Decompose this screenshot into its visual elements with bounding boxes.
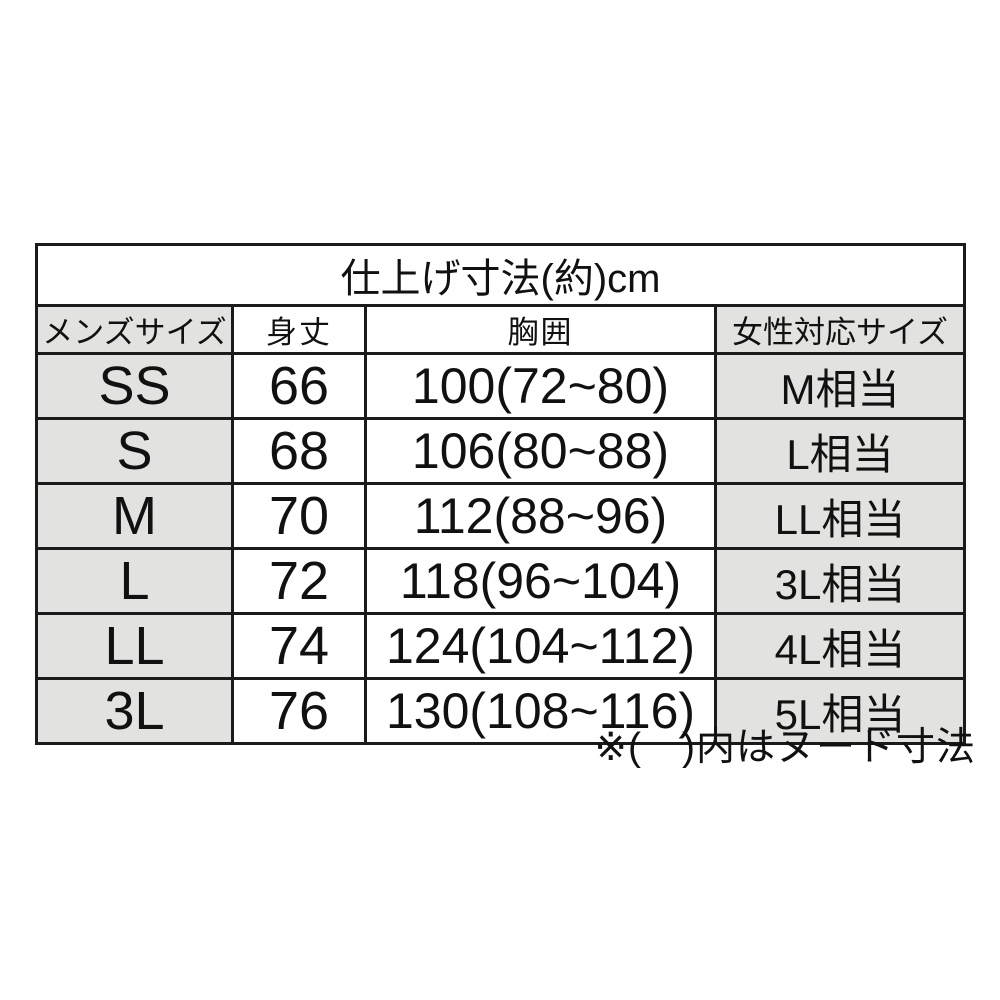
cell-body-length: 68 — [231, 417, 367, 485]
size-table: 仕上げ寸法(約)cm メンズサイズ 身丈 胸囲 女性対応サイズ SS 66 10… — [34, 243, 967, 745]
cell-womens-size: L相当 — [713, 417, 967, 485]
cell-body-length: 66 — [231, 352, 367, 420]
table-row-ss: SS 66 100(72~80) M相当 — [35, 352, 967, 420]
header-chest: 胸囲 — [364, 304, 717, 355]
table-row-l: L 72 118(96~104) 3L相当 — [35, 547, 967, 615]
cell-womens-size: M相当 — [713, 352, 967, 420]
header-row: メンズサイズ 身丈 胸囲 女性対応サイズ — [35, 304, 967, 355]
footnote-nude-measurement: ※( )内はヌード寸法 — [594, 726, 976, 769]
cell-womens-size: 3L相当 — [713, 547, 967, 615]
title-row: 仕上げ寸法(約)cm — [34, 243, 967, 307]
cell-body-length: 74 — [231, 612, 367, 680]
cell-mens-size: S — [35, 417, 234, 485]
table-row-ll: LL 74 124(104~112) 4L相当 — [35, 612, 967, 680]
cell-mens-size: M — [35, 482, 234, 550]
cell-body-length: 76 — [231, 677, 367, 745]
header-body-length: 身丈 — [231, 304, 367, 355]
cell-mens-size: LL — [35, 612, 234, 680]
cell-mens-size: L — [35, 547, 234, 615]
table-row-3l: 3L 76 130(108~116) 5L相当 — [35, 677, 967, 745]
cell-mens-size: 3L — [35, 677, 234, 745]
cell-chest: 124(104~112) — [364, 612, 717, 680]
cell-chest: 112(88~96) — [364, 482, 717, 550]
table-row-m: M 70 112(88~96) LL相当 — [35, 482, 967, 550]
cell-chest: 100(72~80) — [364, 352, 717, 420]
header-mens-size: メンズサイズ — [35, 304, 234, 355]
cell-mens-size: SS — [35, 352, 234, 420]
cell-womens-size: 4L相当 — [713, 612, 967, 680]
cell-chest: 118(96~104) — [364, 547, 717, 615]
table-row-s: S 68 106(80~88) L相当 — [35, 417, 967, 485]
cell-chest: 130(108~116) — [364, 677, 717, 745]
cell-body-length: 70 — [231, 482, 367, 550]
cell-body-length: 72 — [231, 547, 367, 615]
header-womens-size: 女性対応サイズ — [713, 304, 967, 355]
cell-womens-size: LL相当 — [713, 482, 967, 550]
cell-womens-size: 5L相当 — [713, 677, 967, 745]
table-title: 仕上げ寸法(約)cm — [34, 243, 967, 307]
cell-chest: 106(80~88) — [364, 417, 717, 485]
